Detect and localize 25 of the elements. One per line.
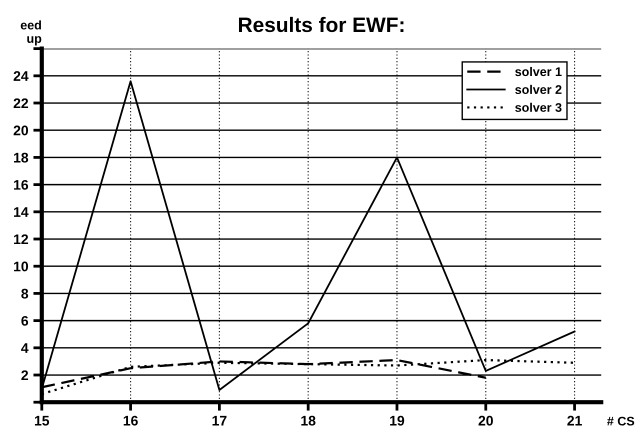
y-tick-label: 8 — [21, 288, 28, 299]
legend-label: solver 3 — [515, 102, 562, 112]
x-tick-label: 15 — [34, 416, 50, 426]
x-tick-label: 20 — [478, 416, 493, 426]
x-tick-label: 19 — [390, 416, 404, 426]
y-tick-label: 18 — [14, 152, 28, 163]
x-tick-label: 16 — [124, 416, 138, 426]
y-tick-label: 20 — [14, 126, 28, 136]
y-tick-label: 22 — [14, 98, 28, 108]
y-axis-title: eed up — [20, 20, 42, 46]
x-tick-label: 17 — [212, 416, 226, 426]
y-tick-label: 4 — [21, 343, 29, 353]
legend-label: solver 1 — [515, 66, 562, 76]
x-axis-title: # CS — [607, 416, 634, 426]
y-tick-label: 10 — [14, 262, 28, 272]
y-tick-label: 6 — [21, 316, 28, 326]
y-tick-label: 24 — [14, 71, 29, 81]
chart-title: Results for EWF: — [238, 16, 404, 32]
x-tick-label: 18 — [301, 416, 316, 426]
y-tick-label: 14 — [14, 207, 29, 217]
legend-label: solver 2 — [515, 84, 562, 94]
y-tick-label: 2 — [21, 370, 28, 380]
y-tick-label: 12 — [14, 234, 28, 244]
y-tick-label: 16 — [14, 180, 28, 190]
x-tick-label: 21 — [567, 416, 582, 426]
